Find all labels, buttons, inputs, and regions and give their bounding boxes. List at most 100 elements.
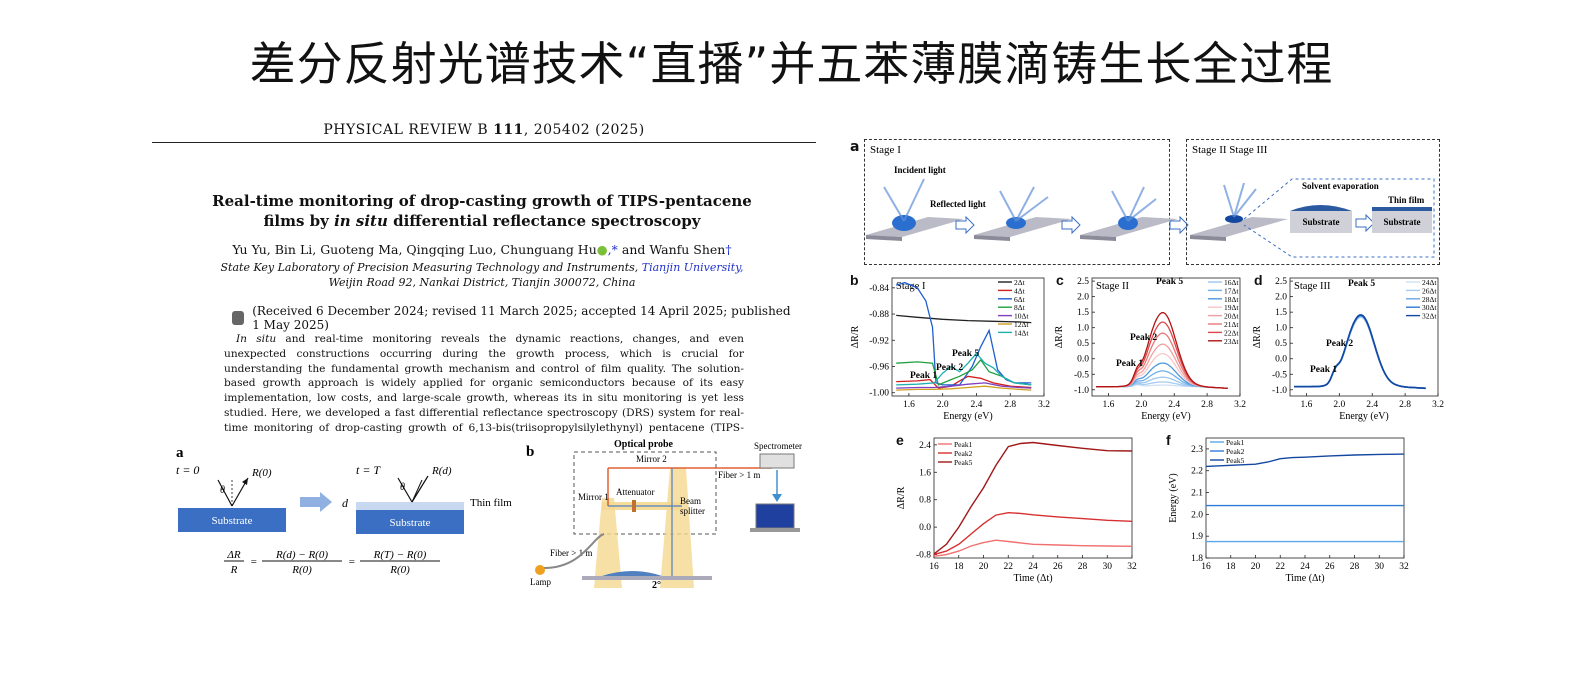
x-tick-label: 2.0 <box>1135 400 1147 410</box>
peak-annotation: Peak 2 <box>1130 333 1157 343</box>
stage23-title: Stage II Stage III <box>1192 144 1268 156</box>
legend-entry: 18Δt <box>1224 295 1239 304</box>
droplet-3 <box>1118 216 1138 230</box>
journal-citation: , 205402 (2025) <box>523 122 645 138</box>
svg-text:ΔR: ΔR <box>226 549 240 561</box>
substrate-block-right <box>356 510 464 534</box>
x-tick-label: 24 <box>1300 562 1310 572</box>
y-tick-label: 2.0 <box>1191 510 1203 520</box>
affiliation-link[interactable]: Tianjin University, <box>641 261 744 274</box>
stage1-box <box>864 139 1170 265</box>
peak-annotation: Peak 5 <box>1348 279 1375 289</box>
check-updates-icon[interactable] <box>232 311 245 325</box>
legend-entry: 23Δt <box>1224 337 1239 346</box>
x-axis-label: Energy (eV) <box>1141 411 1191 422</box>
thin-film-stage-label: Thin film <box>1388 195 1425 205</box>
y-tick-label: 0.0 <box>1275 355 1287 365</box>
lamp-label: Lamp <box>530 577 551 587</box>
svg-text:R(d) − R(0): R(d) − R(0) <box>275 549 328 561</box>
received-dates: (Received 6 December 2024; revised 11 Ma… <box>252 304 791 332</box>
svg-text:R(T) − R(0): R(T) − R(0) <box>373 549 427 561</box>
x-axis-label: Time (Δt) <box>1013 573 1052 584</box>
svg-text:R: R <box>230 564 238 576</box>
x-tick-label: 2.0 <box>1333 400 1345 410</box>
paper-dates: (Received 6 December 2024; revised 11 Ma… <box>232 304 792 332</box>
legend-entry: 6Δt <box>1014 295 1026 304</box>
y-tick-label: 2.3 <box>1191 445 1203 455</box>
y-tick-label: 0.5 <box>1077 339 1089 349</box>
y-axis-label: ΔR/R <box>1054 325 1065 348</box>
stage23-box <box>1186 139 1440 265</box>
paper-title-line1: Real-time monitoring of drop-casting gro… <box>212 192 752 210</box>
y-tick-label: 2.5 <box>1077 277 1089 287</box>
x-tick-label: 2.8 <box>1004 400 1016 410</box>
x-tick-label: 16 <box>1201 562 1211 572</box>
step-arrow-4 <box>1355 213 1375 233</box>
y-tick-label: -0.88 <box>869 310 889 320</box>
header-rule <box>152 142 816 143</box>
y-tick-label: -0.84 <box>869 284 889 294</box>
series-line <box>1205 453 1405 468</box>
y-tick-label: -0.5 <box>1272 370 1287 380</box>
R0-label: R(0) <box>251 467 272 479</box>
series-line <box>896 385 1032 391</box>
x-tick-label: 2.4 <box>971 400 983 410</box>
legend-entry: 8Δt <box>1014 303 1026 312</box>
x-tick-label: 1.6 <box>903 400 915 410</box>
series-line <box>1096 312 1228 389</box>
y-axis-label: ΔR/R <box>896 486 907 509</box>
legend-entry: 30Δt <box>1422 303 1437 312</box>
thin-film-layer <box>356 502 464 510</box>
legend-entry: Peak5 <box>1226 456 1245 465</box>
x-tick-label: 1.6 <box>1103 400 1115 410</box>
svg-text:R(0): R(0) <box>291 564 312 576</box>
journal-name: PHYSICAL REVIEW B <box>323 122 494 138</box>
chart-d: 1.6 2.0 2.4 2.8 3.2 2.5 2.0 1.5 1.0 0.5 0.0 -0.5 -1.… <box>1252 277 1444 422</box>
spectrometer-icon <box>759 453 795 469</box>
y-tick-label: -0.8 <box>916 551 931 561</box>
y-tick-label: 1.6 <box>919 468 931 478</box>
stage-a-label: a <box>850 139 860 155</box>
x-tick-label: 20 <box>1251 562 1261 572</box>
peak-annotation: Peak 5 <box>1156 277 1183 287</box>
drs-principle-figure: a t = 0 t = T Substrate θ R(0) d Substra… <box>176 445 512 576</box>
y-tick-label: 2.5 <box>1275 277 1287 287</box>
incident-light-label: Incident light <box>894 165 946 175</box>
fig-b-label: b <box>526 444 534 460</box>
chart-c: 1.6 2.0 2.4 2.8 3.2 2.5 2.0 1.5 1.0 0.5 0.0 -0.5 -1.… <box>1054 277 1246 422</box>
drs-equation: ΔR R = R(d) − R(0) R(0) = R(T) − R(0) R(… <box>224 549 440 576</box>
lamp-icon <box>535 565 545 575</box>
paper-title-line2: films by in situ differential reflectanc… <box>263 212 701 230</box>
paper-excerpt: PHYSICAL REVIEW B 111, 205402 (2025) Rea… <box>152 118 816 433</box>
beam-splitter-label-1: Beam <box>680 496 701 506</box>
substrate-block-left <box>178 508 286 532</box>
substrate-stage-right: Substrate <box>1383 217 1420 227</box>
y-tick-label: -0.92 <box>869 336 889 346</box>
series-line <box>896 375 1032 389</box>
light-beam-2 <box>660 468 694 588</box>
x-tick-label: 28 <box>1350 562 1360 572</box>
x-axis-label: Time (Δt) <box>1285 573 1324 584</box>
mirror1-label: Mirror 1 <box>578 492 609 502</box>
x-tick-label: 18 <box>954 562 964 572</box>
paper-abstract: In situ and real-time monitoring reveals… <box>224 333 744 433</box>
x-tick-label: 22 <box>1004 562 1014 572</box>
svg-text:R(0): R(0) <box>389 564 410 576</box>
legend-entry: 12Δt <box>1014 320 1029 329</box>
x-tick-label: 22 <box>1276 562 1286 572</box>
paper-title: Real-time monitoring of drop-casting gro… <box>212 191 752 231</box>
journal-header: PHYSICAL REVIEW B 111, 205402 (2025) <box>152 118 816 138</box>
legend-entry: 21Δt <box>1224 320 1239 329</box>
theta-left: θ <box>220 485 225 496</box>
thickness-label: d <box>342 496 349 510</box>
droplet-2 <box>1006 217 1026 229</box>
panel-label-f: f <box>1166 432 1171 448</box>
thin-film-label: Thin film <box>470 497 512 509</box>
legend-entry: 16Δt <box>1224 278 1239 287</box>
y-tick-label: -0.96 <box>869 363 889 373</box>
plot-frame <box>1091 277 1241 397</box>
y-axis-label: ΔR/R <box>850 325 861 348</box>
y-tick-label: 0.8 <box>919 496 931 506</box>
legend-entry: 4Δt <box>1014 286 1026 295</box>
slide-title: 差分反射光谱技术“直播”并五苯薄膜滴铸生长全过程 <box>249 37 1334 91</box>
